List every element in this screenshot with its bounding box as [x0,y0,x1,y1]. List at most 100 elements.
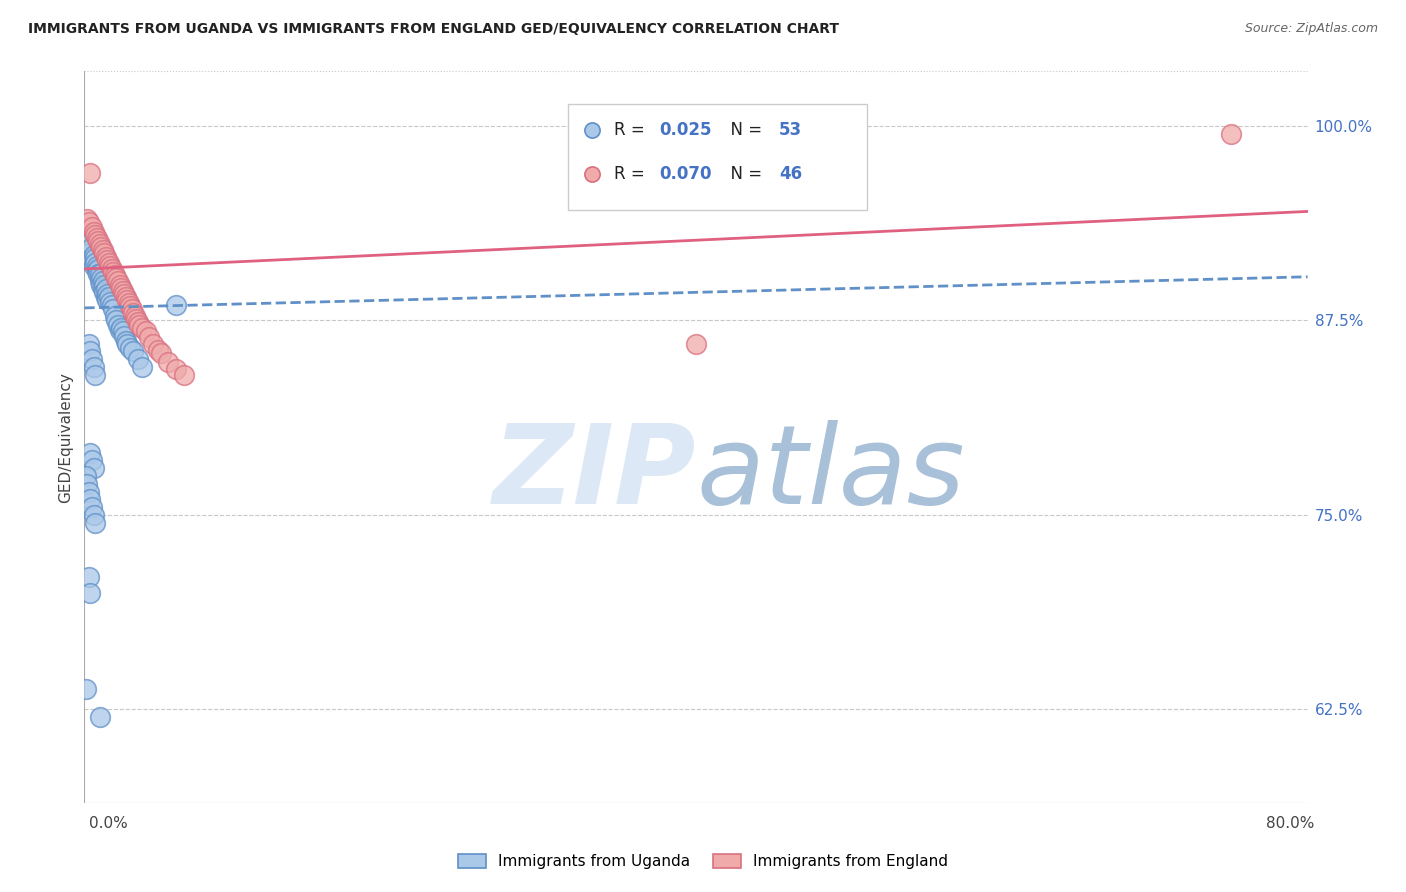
Point [77,484,100,499]
Text: R =: R = [614,165,650,183]
Point [83,508,105,522]
Point [127,315,149,329]
Point [80,251,103,265]
Text: N =: N = [720,165,768,183]
Point [114,334,136,348]
Point [94,282,117,296]
Point [79,246,101,260]
Point [84,227,107,242]
Point [80,240,103,254]
Point [98,294,121,309]
Point [110,281,132,295]
Point [93,285,115,300]
Point [107,318,129,332]
Text: 0.0%: 0.0% [89,816,128,831]
Point [96,293,118,307]
Point [80,453,103,467]
Point [105,271,128,285]
Text: 0.025: 0.025 [659,121,711,139]
Point [120,299,142,313]
Point [79,585,101,599]
Point [111,284,134,298]
Point [138,330,160,344]
Point [110,321,132,335]
Point [83,359,105,374]
Point [87,262,110,277]
Point [89,275,111,289]
Point [77,215,100,229]
Point [91,275,114,289]
Text: 80.0%: 80.0% [1267,816,1315,831]
Point [707,336,730,351]
Point [84,251,107,265]
Point [90,240,112,254]
Point [165,361,187,376]
Point [142,336,165,351]
Point [94,250,117,264]
Point [173,368,195,382]
Point [79,344,101,359]
Point [84,368,107,382]
Point [75,682,97,697]
Point [79,235,101,250]
Point [108,323,131,337]
Point [97,256,120,270]
Point [112,329,135,343]
Text: 0.070: 0.070 [659,165,711,183]
Point [118,296,141,310]
Point [79,165,101,179]
Point [685,336,707,351]
Point [101,298,124,312]
Point [87,267,110,281]
Point [105,313,128,327]
Point [89,237,111,252]
Point [149,346,172,360]
Point [83,248,105,262]
Point [157,355,180,369]
Point [104,268,127,283]
Point [80,219,103,234]
Point [135,324,157,338]
Point [93,277,115,292]
Point [86,231,108,245]
Point [96,252,118,267]
Point [77,231,100,245]
Point [128,318,150,332]
Point [125,311,148,326]
Point [96,286,118,301]
Point [86,259,108,273]
Point [707,244,730,258]
Point [91,281,114,295]
Point [93,246,115,260]
Point [122,305,145,319]
Point [91,244,114,258]
Point [1220,127,1243,141]
Point [98,259,121,273]
Point [107,275,129,289]
Point [111,324,134,338]
Point [121,302,143,317]
Point [79,492,101,507]
Point [80,352,103,367]
Point [83,225,105,239]
Point [101,262,124,277]
Point [86,263,108,277]
Text: N =: N = [720,121,768,139]
Text: atlas: atlas [696,420,965,527]
Point [131,359,153,374]
Point [115,293,138,307]
Point [146,343,169,357]
Point [103,265,125,279]
Point [165,298,187,312]
Point [90,277,112,292]
Point [84,516,107,530]
Point [76,476,98,491]
Point [120,342,142,356]
Point [77,570,100,584]
Point [76,212,98,227]
FancyBboxPatch shape [568,104,868,211]
Point [114,290,136,304]
Point [104,309,127,323]
Text: IMMIGRANTS FROM UGANDA VS IMMIGRANTS FROM ENGLAND GED/EQUIVALENCY CORRELATION CH: IMMIGRANTS FROM UGANDA VS IMMIGRANTS FRO… [28,22,839,37]
Point [83,259,105,273]
